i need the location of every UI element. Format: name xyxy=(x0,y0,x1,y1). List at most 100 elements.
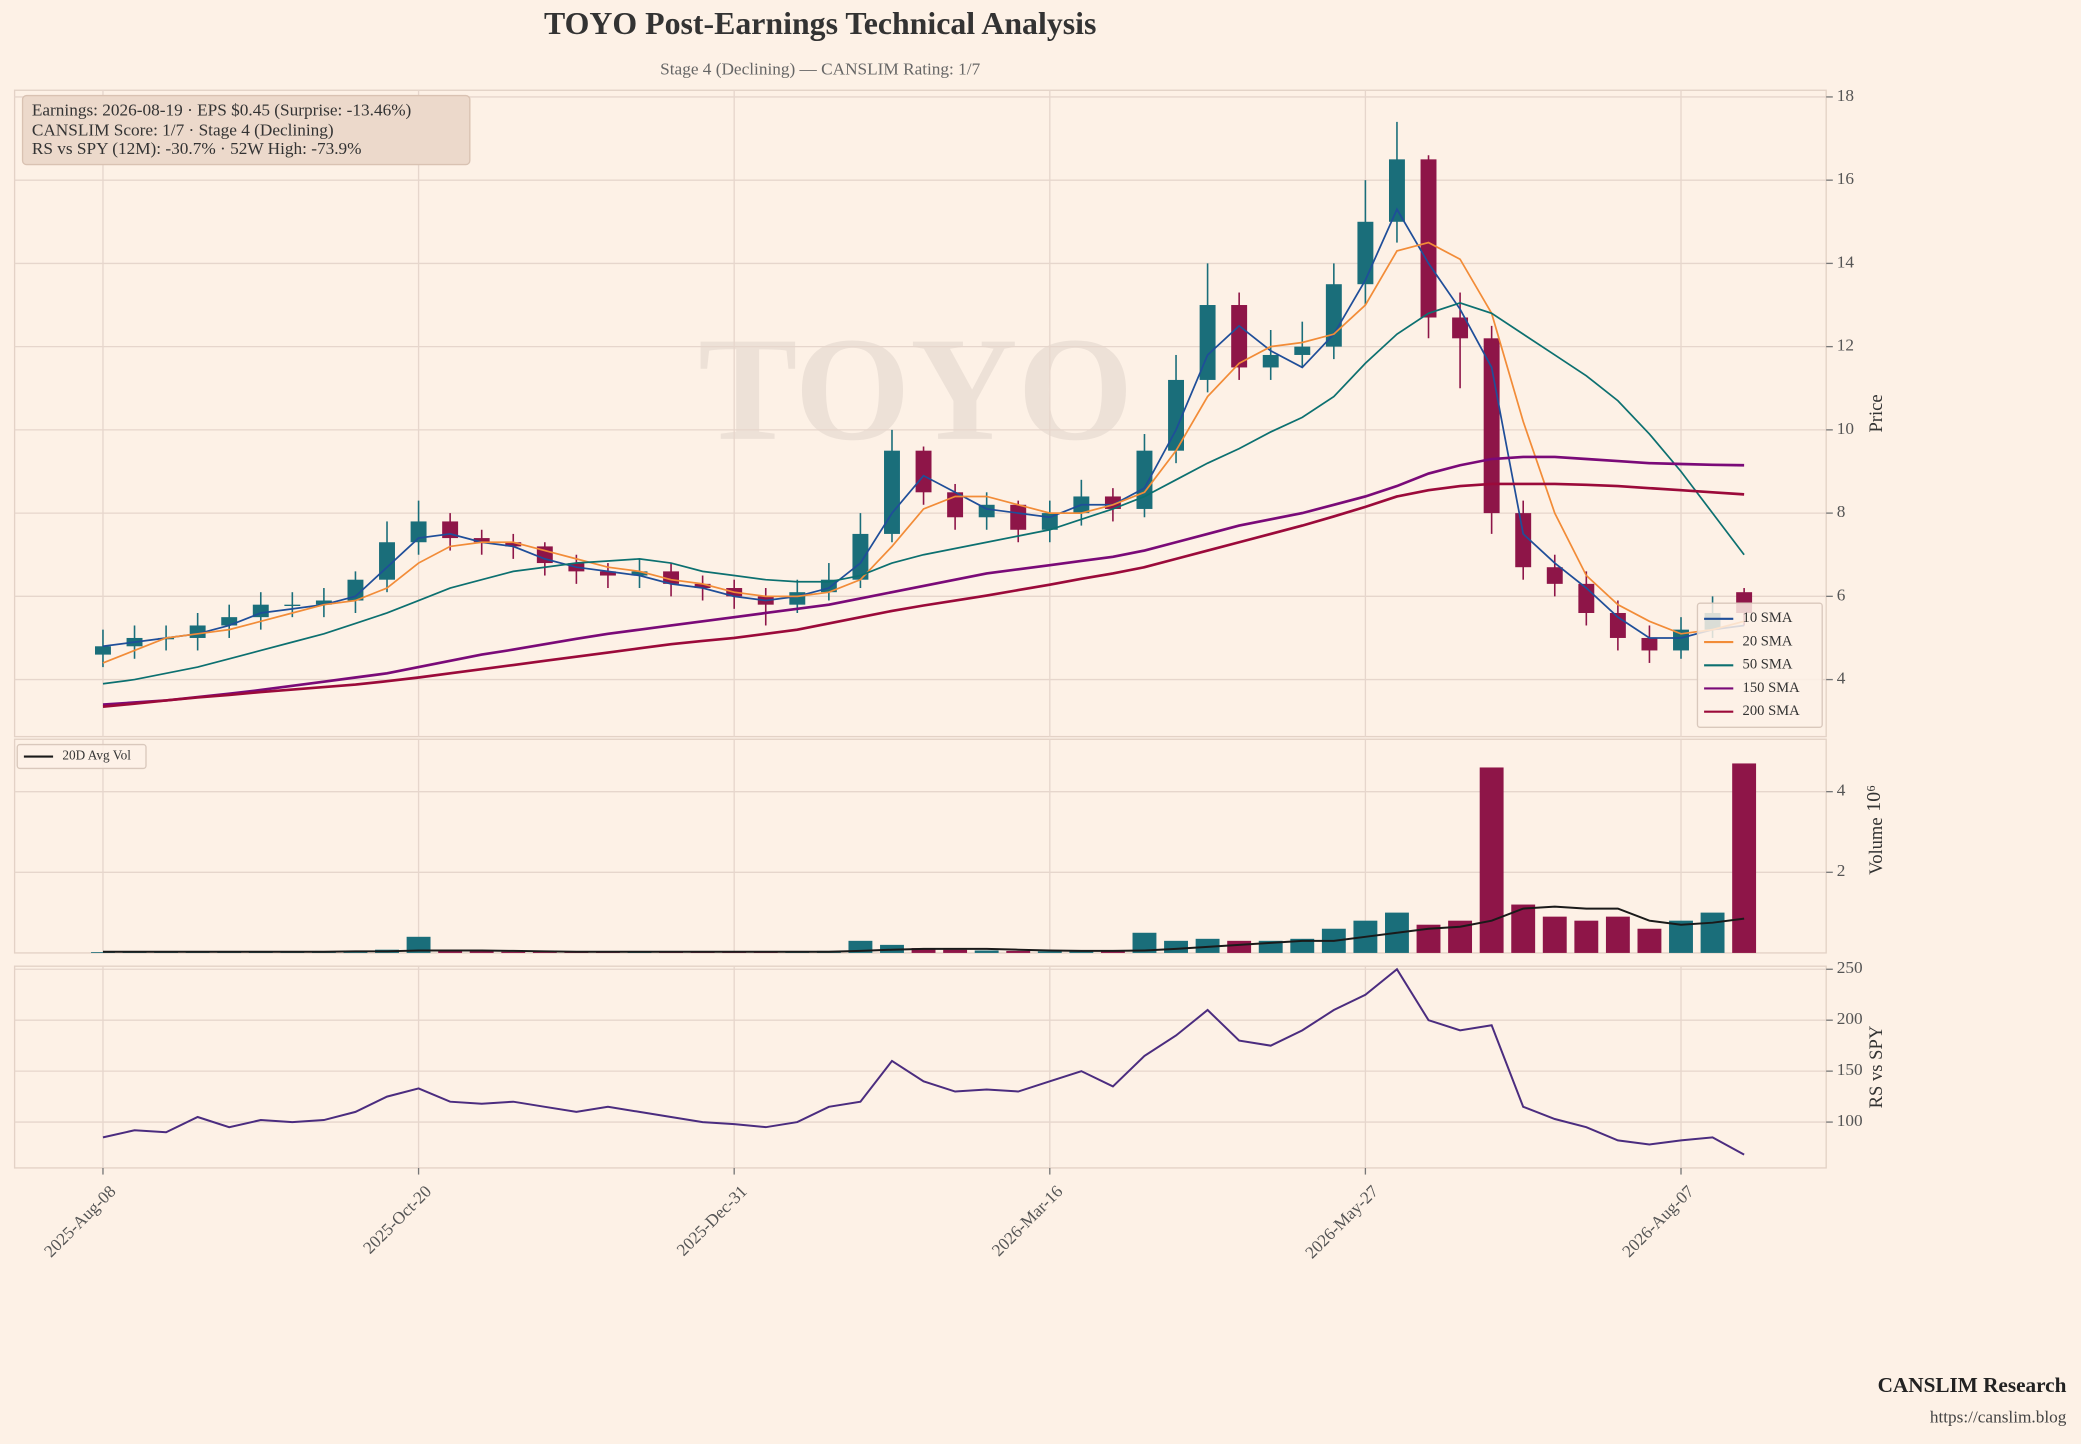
volume-bar xyxy=(1732,763,1757,953)
y-tick-label: 10 xyxy=(1837,419,1854,438)
footer-url: https://canslim.blog xyxy=(1930,1408,2067,1427)
volume-bar xyxy=(438,950,463,953)
candle-body xyxy=(1199,305,1216,380)
volume-bar xyxy=(943,949,968,953)
annotation-line: CANSLIM Score: 1/7 · Stage 4 (Declining) xyxy=(32,120,334,139)
candle-body xyxy=(884,450,900,534)
plots: 4 6 8 10 12 14 16 18 Price 2 4 Volume 10⁶ 100 150 200 25… xyxy=(13,86,1887,1262)
candle-body xyxy=(1483,338,1500,514)
legend-label: 20 SMA xyxy=(1743,633,1793,649)
sma-line xyxy=(102,207,1745,648)
candle-body xyxy=(599,571,616,576)
volume-bar xyxy=(974,950,999,953)
y-tick-label: 200 xyxy=(1837,1009,1863,1028)
candle-body xyxy=(221,617,238,626)
annotation-line: RS vs SPY (12M): -30.7% · 52W High: -73.… xyxy=(32,139,362,158)
volume-bar xyxy=(406,936,431,953)
volume-bar xyxy=(1448,920,1473,953)
sma-line xyxy=(102,482,1745,708)
volume-bar xyxy=(501,951,526,953)
chart-title: TOYO Post-Earnings Technical Analysis xyxy=(544,6,1096,41)
legend-label: 200 SMA xyxy=(1743,703,1801,719)
candle-body xyxy=(694,583,711,589)
candle-body xyxy=(915,450,932,493)
y-axis-label: Price xyxy=(1866,394,1887,432)
candle-body xyxy=(1452,317,1469,339)
y-tick-label: 16 xyxy=(1837,169,1855,188)
volume-bar xyxy=(1164,940,1188,953)
volume-bar xyxy=(1290,938,1315,953)
candle-body xyxy=(1136,450,1153,509)
volume-bar xyxy=(1416,924,1441,953)
volume-bar xyxy=(1069,950,1094,953)
candle-body xyxy=(1641,637,1658,651)
candle-body xyxy=(1673,629,1689,651)
candle-body xyxy=(536,546,553,564)
candle-body xyxy=(852,533,869,580)
volume-bar xyxy=(1637,928,1662,953)
y-tick-label: 4 xyxy=(1837,781,1846,800)
candle-body xyxy=(505,542,522,547)
legend-box xyxy=(1696,602,1823,728)
y-tick-label: 250 xyxy=(1837,958,1863,977)
volume-bar xyxy=(1195,938,1220,953)
volume-bar xyxy=(1669,920,1693,953)
rs-line xyxy=(102,967,1745,1156)
y-tick-label: 150 xyxy=(1837,1060,1863,1079)
y-axis-offset: 10⁶ xyxy=(1863,785,1885,812)
candle-body xyxy=(978,504,995,518)
y-tick-label: 8 xyxy=(1837,502,1846,521)
candle-body xyxy=(473,538,490,543)
y-axis-label: Volume xyxy=(1866,817,1887,874)
candle-body xyxy=(1420,159,1437,318)
candle-body xyxy=(1325,284,1342,347)
volume-bar xyxy=(1542,916,1567,953)
avg-volume-line xyxy=(102,905,1745,953)
legend-label: 150 SMA xyxy=(1743,680,1801,696)
volume-bar xyxy=(1574,920,1599,953)
legend-label: 50 SMA xyxy=(1743,657,1793,673)
sma-line xyxy=(102,241,1745,664)
candle-body xyxy=(631,571,648,576)
volume-bar xyxy=(911,948,936,953)
watermark: TOYO xyxy=(698,308,1133,472)
y-tick-label: 100 xyxy=(1837,1111,1863,1130)
y-tick-label: 2 xyxy=(1837,861,1846,880)
candle-body xyxy=(347,579,364,601)
candle-body xyxy=(1168,379,1184,451)
candle-body xyxy=(1294,346,1311,355)
sma-line xyxy=(102,302,1745,685)
volume-bar xyxy=(1006,950,1031,953)
y-tick-label: 6 xyxy=(1837,585,1846,604)
volume-bar xyxy=(1037,951,1062,953)
candle-body xyxy=(284,604,301,606)
volume-bar xyxy=(1605,916,1630,953)
volume-bar xyxy=(469,951,494,953)
y-tick-label: 12 xyxy=(1837,336,1854,355)
y-tick-label: 18 xyxy=(1837,86,1854,105)
legend-label: 10 SMA xyxy=(1743,610,1793,626)
legend-label: 20D Avg Vol xyxy=(62,748,131,763)
footer-brand: CANSLIM Research xyxy=(1878,1373,2067,1397)
volume-bar xyxy=(91,952,115,953)
volume-bar xyxy=(1227,940,1252,953)
volume-bar xyxy=(1511,904,1536,953)
legend-box xyxy=(16,743,147,770)
candle-body xyxy=(1010,504,1027,530)
candle-body xyxy=(1231,305,1248,368)
annotation-line: Earnings: 2026-08-19 · EPS $0.45 (Surpri… xyxy=(32,100,411,119)
sma-line xyxy=(102,455,1745,706)
volume-bar xyxy=(1100,951,1125,953)
y-tick-label: 4 xyxy=(1837,669,1846,688)
candle-body xyxy=(315,600,332,605)
y-tick-label: 14 xyxy=(1837,252,1855,271)
y-axis-label: RS vs SPY xyxy=(1866,1026,1887,1109)
candle-body xyxy=(1262,354,1279,368)
panel-frame xyxy=(13,965,1827,1169)
candle-body xyxy=(1357,221,1374,285)
candle-body xyxy=(1546,567,1563,584)
panel-frame xyxy=(13,89,1827,738)
candle-body xyxy=(95,646,111,655)
